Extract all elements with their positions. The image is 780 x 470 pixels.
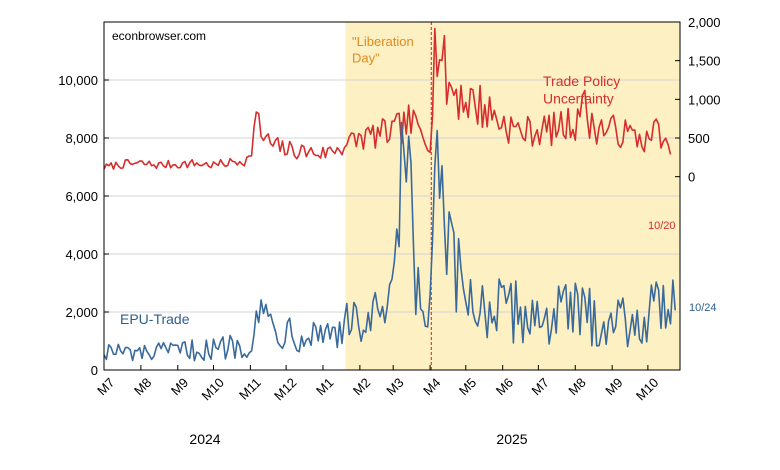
series-end-label-epu: 10/24 [689, 302, 717, 314]
left-tick-label: 0 [91, 363, 98, 378]
gridlines [104, 79, 680, 313]
right-tick-label: 1,500 [688, 54, 721, 69]
watermark: econbrowser.com [112, 29, 206, 43]
right-tick-label: 0 [688, 170, 695, 185]
series-label-tpu: Trade Policy Uncertainty [543, 73, 620, 107]
series-end-label-tpu: 10/20 [648, 220, 676, 232]
series-label-epu: EPU-Trade [120, 311, 190, 327]
left-tick-label: 4,000 [65, 247, 98, 262]
year-label: 2024 [189, 431, 220, 447]
left-tick-label: 6,000 [65, 189, 98, 204]
right-tick-label: 2,000 [688, 15, 721, 30]
series-line-epu [103, 121, 676, 362]
left-tick-label: 10,000 [58, 73, 98, 88]
year-label: 2025 [496, 431, 527, 447]
series-line-tpu [103, 27, 672, 170]
left-axis: 0 2,000 4,000 6,000 8,000 10,000 [58, 73, 109, 378]
right-axis: 0 500 1,000 1,500 2,000 [675, 15, 721, 185]
left-tick-label: 2,000 [65, 305, 98, 320]
liberation-day-label: "Liberation Day" [352, 34, 414, 65]
left-tick-label: 8,000 [65, 131, 98, 146]
right-tick-label: 500 [688, 131, 710, 146]
right-tick-label: 1,000 [688, 92, 721, 107]
series-layer [103, 27, 676, 362]
